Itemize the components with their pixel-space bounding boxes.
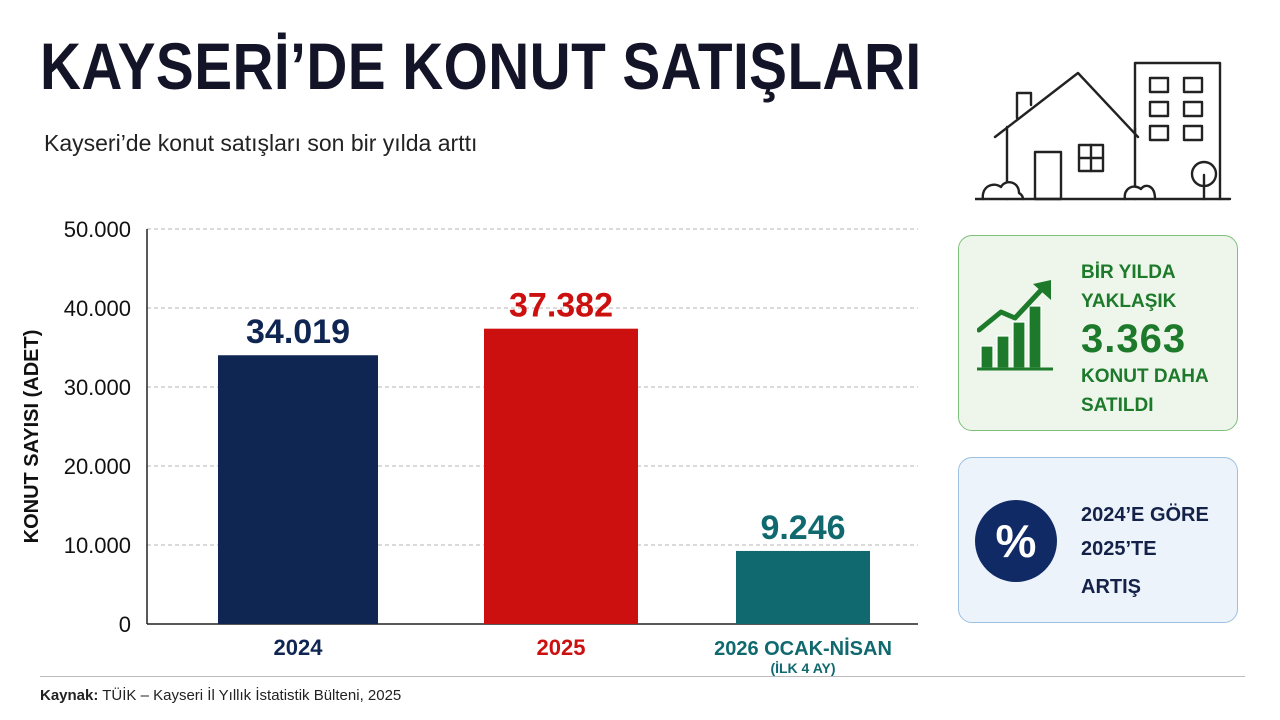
percent-line-1: 2024’E GÖRE: [1081, 504, 1209, 526]
bar-2025: [484, 328, 638, 624]
increase-line-2: YAKLAŞIK: [1081, 291, 1177, 312]
y-tick-label: 50.000: [64, 217, 131, 242]
bar-value-label: 37.382: [509, 287, 613, 325]
y-tick-label: 10.000: [64, 533, 131, 558]
increase-line-4: SATILDI: [1081, 395, 1154, 416]
increase-panel: BİR YILDA YAKLAŞIK 3.363 KONUT DAHA SATI…: [958, 235, 1238, 431]
page-subtitle: Kayseri’de konut satışları son bir yılda…: [44, 130, 478, 156]
percent-line-3: ARTIŞ: [1081, 576, 1141, 598]
x-tick-label: 2024: [274, 635, 324, 660]
bar-value-label: 34.019: [246, 313, 350, 351]
bar-2024: [218, 355, 378, 624]
percent-panel: % 2024’E GÖRE 2025’TE ARTIŞ: [958, 457, 1238, 623]
increase-line-3: KONUT DAHA: [1081, 366, 1209, 387]
percent-line-2: 2025’TE: [1081, 538, 1157, 560]
footer-divider: [40, 676, 1245, 677]
increase-line-1: BİR YILDA: [1081, 262, 1176, 283]
bar-2026: [736, 550, 870, 624]
y-axis-label: KONUT SAYISI (ADET): [21, 330, 43, 544]
increase-value: 3.363: [1081, 317, 1187, 361]
y-tick-label: 40.000: [64, 296, 131, 321]
x-tick-label: 2025: [537, 635, 586, 660]
house-and-building-icon: [975, 61, 1232, 201]
y-tick-label: 30.000: [64, 375, 131, 400]
bar-chart: 0 10.000 20.000 30.000 40.000 50.000 KONUT SAY…: [21, 217, 918, 676]
y-tick-label: 20.000: [64, 454, 131, 479]
rising-bar-chart-icon: [977, 280, 1053, 371]
bar-value-label: 9.246: [760, 509, 845, 547]
source-label: Kaynak:: [40, 687, 99, 704]
x-tick-note: (İLK 4 AY): [770, 660, 835, 676]
y-tick-label: 0: [119, 612, 131, 637]
source-note: Kaynak: TÜİK – Kayseri İl Yıllık İstatis…: [40, 687, 401, 704]
x-tick-label: 2026 OCAK-NİSAN: [714, 637, 892, 660]
percent-icon: %: [975, 500, 1057, 582]
source-text: TÜİK – Kayseri İl Yıllık İstatistik Bült…: [98, 687, 402, 704]
page-title: KAYSERİ’DE KONUT SATIŞLARI: [40, 29, 922, 103]
